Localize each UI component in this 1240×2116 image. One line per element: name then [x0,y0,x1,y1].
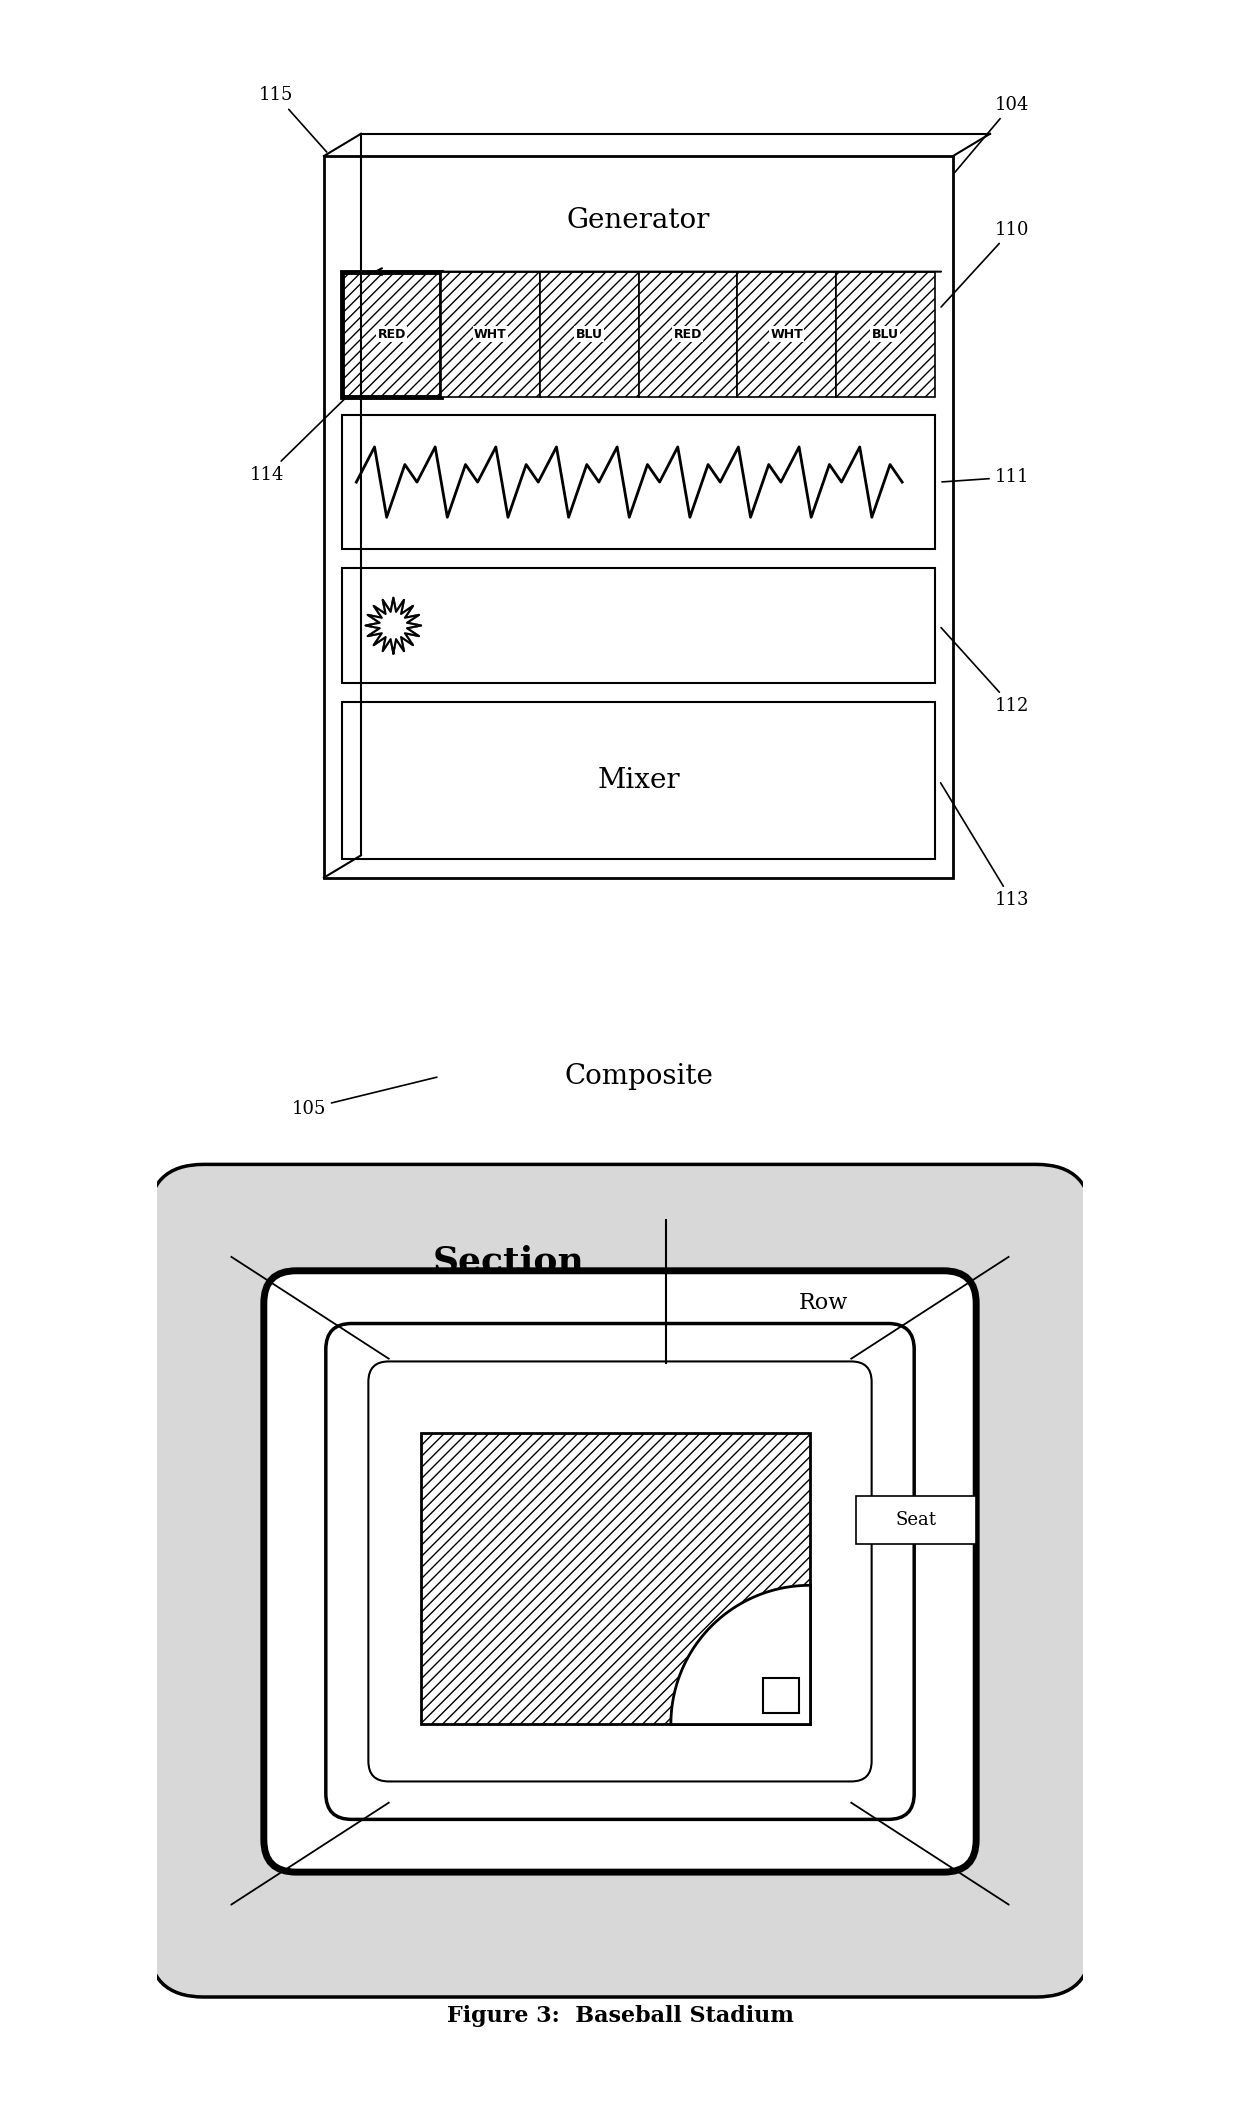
Bar [342,415,935,550]
FancyBboxPatch shape [149,1164,1091,1998]
Text: WHT: WHT [474,328,507,341]
Bar [836,271,935,396]
Text: 110: 110 [941,220,1029,307]
Text: Composite: Composite [564,1062,713,1090]
Bar [342,703,935,859]
Text: Mixer: Mixer [598,766,680,794]
Bar [639,271,738,396]
Text: BLU: BLU [872,328,899,341]
Text: Figure 2:  Generator: Figure 2: Generator [492,1191,748,1212]
Text: WHT: WHT [770,328,802,341]
FancyBboxPatch shape [264,1272,976,1873]
Bar [539,271,639,396]
Text: Generator: Generator [567,207,711,235]
Bar [342,271,441,396]
Text: RED: RED [673,328,702,341]
Polygon shape [366,597,422,654]
Text: Row: Row [799,1293,848,1314]
Text: BLU: BLU [575,328,603,341]
Bar [856,1496,976,1545]
Text: 114: 114 [250,398,345,485]
Text: RED: RED [378,328,405,341]
Bar [324,157,954,878]
Text: 112: 112 [941,628,1029,715]
FancyBboxPatch shape [326,1322,914,1820]
Bar [430,1026,847,1128]
Text: 104: 104 [955,95,1029,171]
Text: 105: 105 [291,1077,436,1117]
Bar [764,1678,799,1714]
Bar [422,1433,810,1725]
FancyBboxPatch shape [368,1361,872,1782]
Bar [738,271,836,396]
Text: Seat: Seat [895,1511,936,1528]
Bar [441,271,539,396]
Bar [342,567,935,683]
Text: Section: Section [433,1244,585,1278]
Text: 115: 115 [259,87,326,152]
Text: 111: 111 [942,468,1029,487]
Polygon shape [671,1585,810,1725]
Text: Figure 3:  Baseball Stadium: Figure 3: Baseball Stadium [446,2004,794,2027]
Text: 113: 113 [941,783,1029,910]
